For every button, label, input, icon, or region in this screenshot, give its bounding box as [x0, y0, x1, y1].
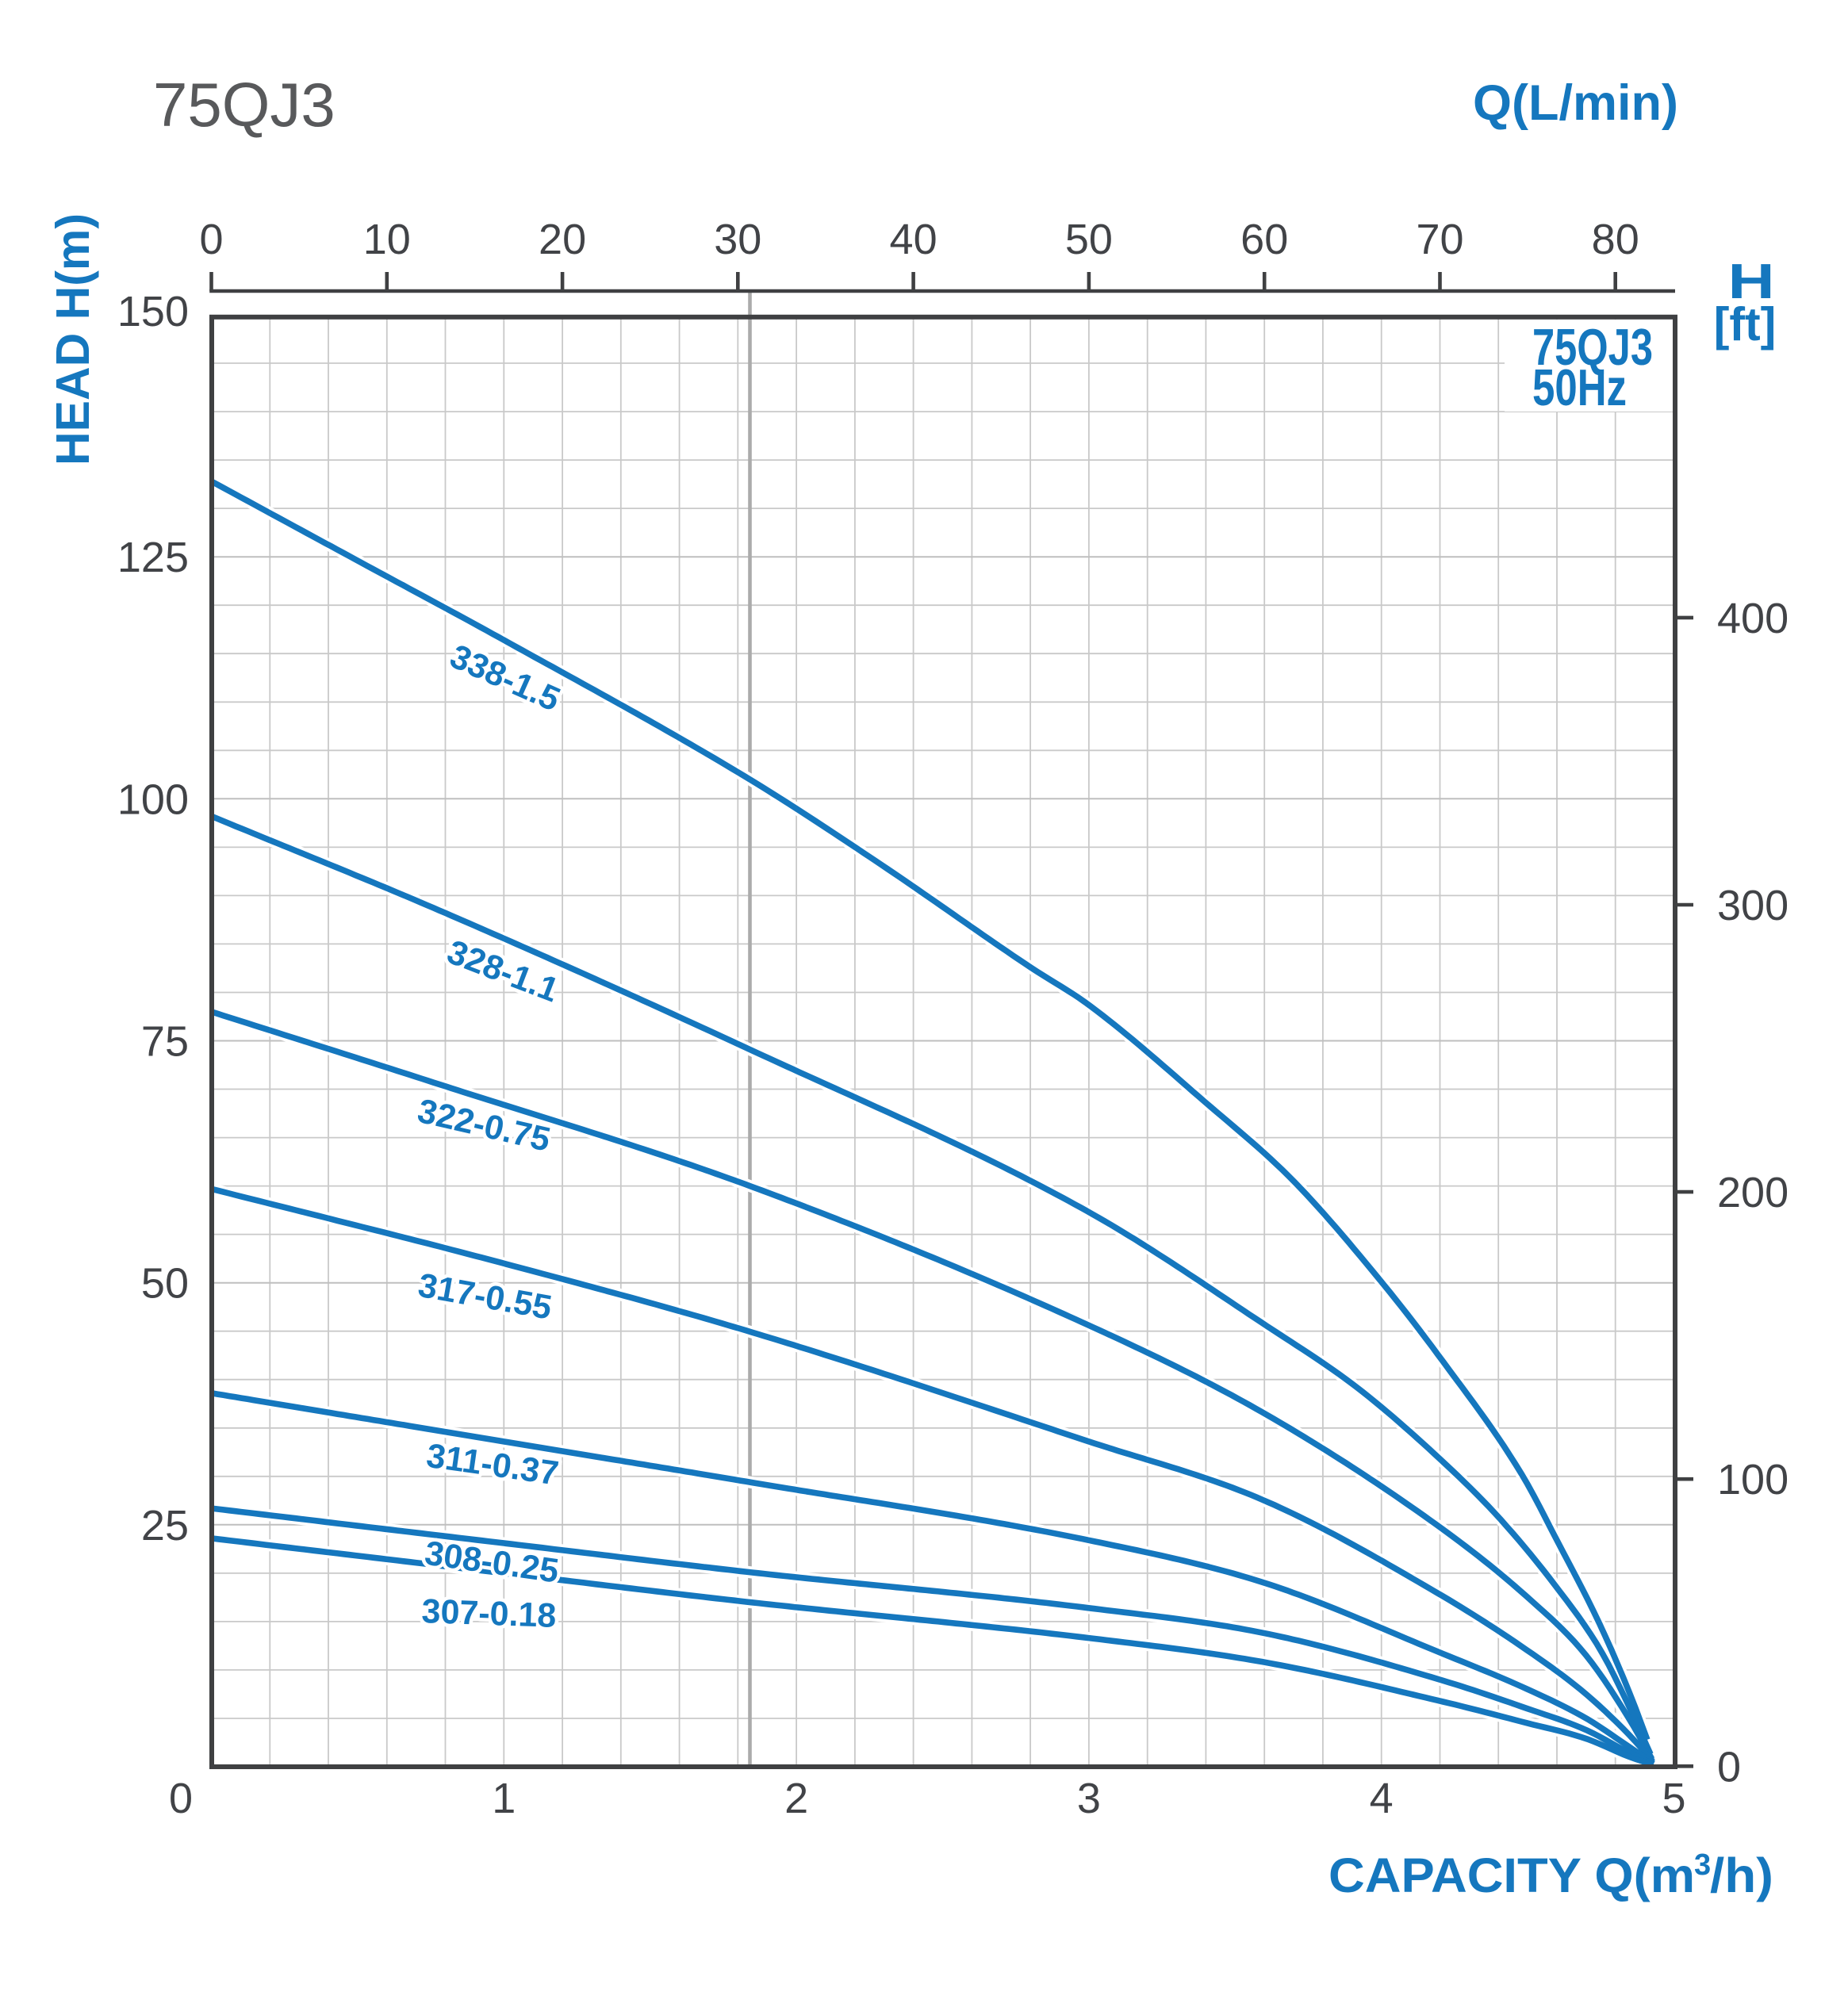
- svg-text:25: 25: [141, 1502, 189, 1549]
- svg-text:/h): /h): [1710, 1848, 1773, 1902]
- svg-text:60: 60: [1240, 216, 1288, 263]
- svg-text:H: H: [1727, 254, 1774, 308]
- svg-text:75: 75: [141, 1018, 189, 1066]
- svg-text:5: 5: [1662, 1775, 1685, 1822]
- svg-text:10: 10: [363, 216, 411, 263]
- svg-text:125: 125: [117, 534, 189, 581]
- svg-text:CAPACITY Q(m: CAPACITY Q(m: [1328, 1848, 1695, 1902]
- svg-text:100: 100: [1717, 1456, 1789, 1503]
- svg-text:0: 0: [1717, 1743, 1741, 1791]
- svg-text:0: 0: [169, 1775, 193, 1822]
- svg-text:307-0.18: 307-0.18: [421, 1592, 557, 1635]
- svg-text:20: 20: [539, 216, 586, 263]
- svg-text:50: 50: [141, 1260, 189, 1308]
- svg-text:[ft]: [ft]: [1714, 298, 1777, 350]
- svg-text:75QJ3: 75QJ3: [153, 70, 335, 140]
- svg-text:40: 40: [890, 216, 937, 263]
- svg-text:70: 70: [1416, 216, 1463, 263]
- svg-text:100: 100: [117, 776, 189, 823]
- svg-text:HEAD H(m): HEAD H(m): [47, 213, 99, 465]
- svg-text:1: 1: [492, 1775, 516, 1822]
- svg-text:400: 400: [1717, 595, 1789, 642]
- svg-text:50Hz: 50Hz: [1532, 358, 1627, 416]
- svg-text:4: 4: [1370, 1775, 1394, 1822]
- svg-text:2: 2: [784, 1775, 808, 1822]
- svg-text:80: 80: [1592, 216, 1639, 263]
- svg-text:3: 3: [1694, 1848, 1711, 1882]
- svg-text:150: 150: [117, 288, 189, 335]
- svg-text:200: 200: [1717, 1169, 1789, 1216]
- svg-text:75QJ3: 75QJ3: [1532, 318, 1653, 376]
- svg-text:0: 0: [199, 216, 223, 263]
- svg-text:3: 3: [1077, 1775, 1101, 1822]
- svg-text:30: 30: [714, 216, 761, 263]
- svg-text:Q(L/min): Q(L/min): [1473, 75, 1678, 131]
- svg-text:50: 50: [1065, 216, 1113, 263]
- svg-text:300: 300: [1717, 882, 1789, 929]
